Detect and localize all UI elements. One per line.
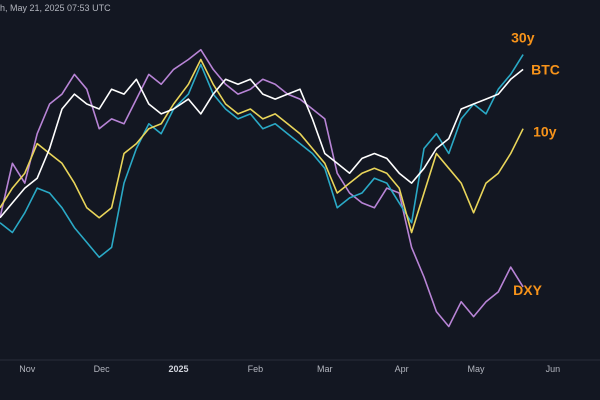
series-label-dxy: DXY bbox=[513, 282, 542, 298]
series-label-btc: BTC bbox=[531, 61, 560, 77]
series-lines bbox=[0, 48, 524, 328]
x-tick-label: Mar bbox=[317, 364, 333, 374]
x-tick-label: Nov bbox=[19, 364, 36, 374]
x-tick-label: Dec bbox=[94, 364, 111, 374]
x-tick-label: 2025 bbox=[168, 364, 188, 374]
series-label-10y: 10y bbox=[533, 124, 557, 140]
x-tick-label: May bbox=[468, 364, 486, 374]
series-line-10y bbox=[0, 58, 524, 234]
series-labels: DXY 30y 10y BTC bbox=[511, 30, 560, 298]
series-label-30y: 30y bbox=[511, 30, 535, 46]
x-tick-label: Apr bbox=[395, 364, 409, 374]
chart-timestamp: h, May 21, 2025 07:53 UTC bbox=[0, 3, 111, 13]
series-line-dxy bbox=[0, 48, 524, 328]
x-tick-label: Jun bbox=[546, 364, 561, 374]
series-line-btc bbox=[0, 68, 524, 219]
x-axis: Nov Dec 2025 Feb Mar Apr May Jun bbox=[0, 359, 600, 374]
x-tick-label: Feb bbox=[248, 364, 264, 374]
series-line-30y bbox=[0, 54, 524, 259]
